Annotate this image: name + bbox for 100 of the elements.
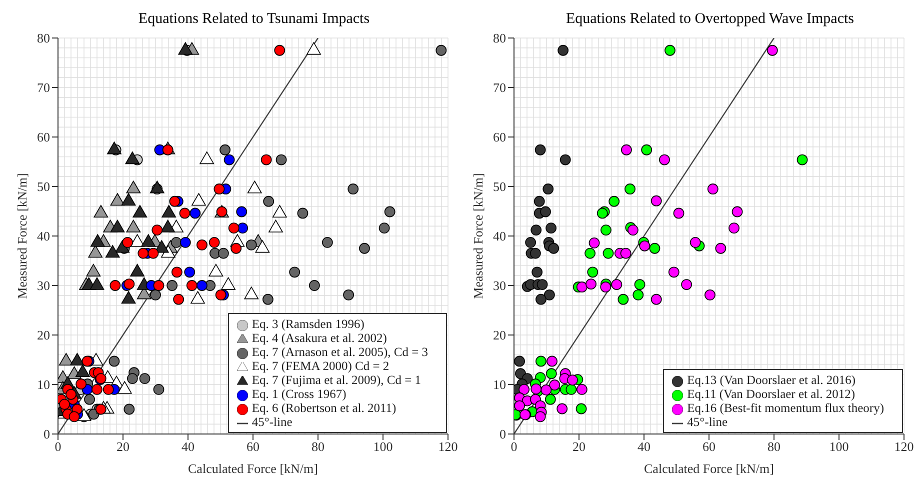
point <box>624 184 636 194</box>
point <box>602 248 614 259</box>
point <box>566 384 577 395</box>
point <box>588 237 600 248</box>
y-tick-label: 80 <box>493 30 506 46</box>
point <box>715 242 726 254</box>
y-tick-label: 0 <box>44 426 50 442</box>
point <box>639 240 650 252</box>
y-axis-title: Measured Force [kN/m] <box>470 173 486 299</box>
point <box>586 278 596 290</box>
point <box>532 266 543 278</box>
x-tick-label: 120 <box>894 439 914 454</box>
y-tick-label: 40 <box>37 228 50 244</box>
point <box>549 380 560 390</box>
x-tick-label: 20 <box>116 439 130 454</box>
x-axis-title: Calculated Force [kN/m] <box>188 461 318 476</box>
point <box>628 224 638 236</box>
point <box>673 208 684 219</box>
chart-title: Equations Related to Tsunami Impacts <box>137 10 371 29</box>
point <box>681 279 692 290</box>
point <box>567 374 578 386</box>
x-tick-label: 40 <box>638 439 650 454</box>
point <box>632 289 644 300</box>
point <box>560 154 571 166</box>
x-tick-label: 120 <box>438 439 458 454</box>
x-tick-label: 100 <box>373 439 393 454</box>
point <box>600 224 612 236</box>
point <box>556 403 568 414</box>
point <box>542 184 554 194</box>
legend-label: Eq. 7 (Arnason et al. 2005), Cd = 3 <box>252 345 428 359</box>
point <box>530 248 541 259</box>
y-tick-label: 10 <box>37 377 50 392</box>
point <box>558 44 569 56</box>
point <box>536 294 546 305</box>
x-tick-label: 80 <box>312 439 324 454</box>
chart-title: Equations Related to Overtopped Wave Impacts <box>564 10 856 29</box>
x-tick-label: 60 <box>246 439 260 454</box>
point <box>540 384 552 396</box>
point <box>544 394 556 405</box>
legend-label: Eq. 3 (Ramsden 1996) <box>252 317 364 331</box>
x-tick-label: 60 <box>702 439 716 454</box>
point <box>534 411 546 422</box>
point <box>690 237 701 248</box>
point <box>608 196 620 207</box>
point <box>536 279 548 290</box>
x-tick-label: 40 <box>182 439 194 454</box>
point <box>584 248 596 259</box>
y-tick-label: 60 <box>37 130 50 145</box>
point <box>766 44 778 56</box>
x-tick-label: 100 <box>829 439 849 454</box>
point <box>546 368 557 380</box>
point <box>530 224 542 236</box>
y-tick-label: 50 <box>37 179 50 194</box>
point <box>534 144 546 156</box>
point <box>576 403 587 414</box>
point <box>540 206 551 218</box>
y-tick-label: 0 <box>500 426 506 442</box>
point <box>732 206 743 218</box>
legend-label: 45°-line <box>252 415 292 429</box>
point <box>600 282 612 292</box>
point <box>576 282 588 292</box>
point <box>620 248 632 259</box>
legend-label: Eq.11 (Van Doorslaer et al. 2012) <box>687 387 856 401</box>
point <box>518 384 530 395</box>
legend-label: Eq. 4 (Asakura et al. 2002) <box>252 331 387 345</box>
point <box>668 266 680 278</box>
point <box>634 279 646 290</box>
y-tick-label: 10 <box>493 377 506 392</box>
point <box>536 356 546 367</box>
point <box>659 154 670 166</box>
point <box>728 222 740 234</box>
y-axis-title: Measured Force [kN/m] <box>14 173 30 299</box>
legend-label: Eq.13 (Van Doorslaer et al. 2016) <box>687 373 856 387</box>
point <box>649 242 660 254</box>
point <box>621 144 632 156</box>
legend-label: Eq. 7 (Fujima et al. 2009), Cd = 1 <box>252 373 422 387</box>
point <box>514 356 525 367</box>
point <box>546 356 558 367</box>
x-axis-title: Calculated Force [kN/m] <box>644 461 774 476</box>
legend-label: Eq. 1 (Cross 1967) <box>252 387 346 401</box>
x-tick-label: 20 <box>572 439 586 454</box>
y-tick-label: 50 <box>493 179 506 194</box>
point <box>641 144 652 156</box>
x-tick-label: 0 <box>54 439 62 454</box>
y-tick-label: 40 <box>493 228 506 244</box>
point <box>546 222 556 234</box>
point <box>576 384 588 395</box>
y-tick-label: 60 <box>493 130 506 145</box>
point <box>534 196 545 207</box>
legend-label: Eq. 6 (Robertson et al. 2011) <box>252 401 396 415</box>
point <box>548 242 560 254</box>
y-tick-label: 20 <box>493 328 506 343</box>
point <box>707 184 718 194</box>
point <box>611 279 622 290</box>
x-tick-label: 0 <box>510 439 518 454</box>
legend-label: 45°-line <box>687 415 728 429</box>
y-tick-label: 20 <box>37 328 50 343</box>
point <box>618 294 629 305</box>
point <box>664 44 676 56</box>
point <box>704 289 716 300</box>
